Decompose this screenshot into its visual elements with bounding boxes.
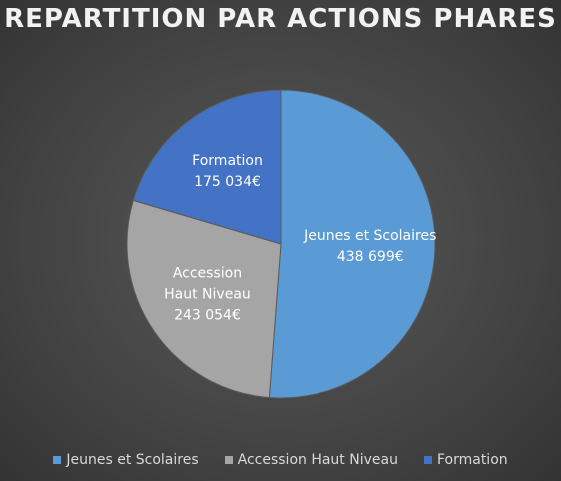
chart-title: REPARTITION PAR ACTIONS PHARES bbox=[4, 4, 557, 34]
legend-item: Formation bbox=[423, 452, 508, 468]
legend-label: Accession Haut Niveau bbox=[237, 452, 398, 468]
slice-value: 438 699€ bbox=[336, 249, 404, 266]
legend-swatch bbox=[53, 456, 62, 464]
legend: Jeunes et Scolaires Accession Haut Niveau… bbox=[0, 452, 561, 468]
legend-swatch bbox=[224, 456, 233, 464]
legend-item: Accession Haut Niveau bbox=[224, 452, 398, 468]
slice-label: Accession Haut Niveau 243 054€ bbox=[157, 263, 257, 326]
legend-swatch bbox=[423, 456, 432, 464]
slice-label: Jeunes et Scolaires 438 699€ bbox=[304, 226, 436, 268]
legend-item: Jeunes et Scolaires bbox=[53, 452, 199, 468]
legend-label: Formation bbox=[436, 452, 508, 468]
slice-category: Formation bbox=[192, 153, 263, 170]
slice-category: Accession Haut Niveau bbox=[164, 265, 251, 303]
slice-label: Formation 175 034€ bbox=[192, 151, 263, 193]
slice-value: 243 054€ bbox=[174, 307, 241, 324]
slice-category: Jeunes et Scolaires bbox=[304, 228, 437, 245]
pie-slice bbox=[268, 89, 436, 399]
legend-label: Jeunes et Scolaires bbox=[66, 452, 199, 468]
slice-value: 175 034€ bbox=[194, 174, 261, 191]
pie-slice bbox=[126, 199, 282, 399]
pie-slice bbox=[132, 89, 282, 245]
